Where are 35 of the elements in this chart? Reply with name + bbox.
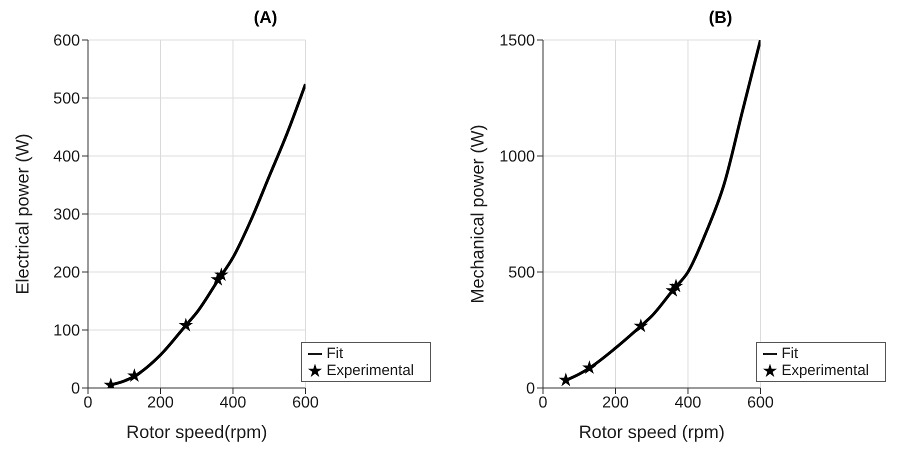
- x-tick-label: 600: [292, 394, 319, 412]
- y-tick-label: 500: [53, 90, 80, 108]
- y-tick-label: 1500: [499, 32, 536, 50]
- y-axis-title: Electrical power (W): [12, 133, 32, 295]
- point: [634, 318, 648, 332]
- y-tick-label: 300: [53, 206, 80, 224]
- point: [178, 318, 194, 332]
- x-tick-label: 200: [147, 394, 174, 412]
- x-axis-title: Rotor speed (rpm): [578, 422, 725, 442]
- chart-title: (B): [708, 8, 734, 28]
- legend-label: Experimental: [781, 362, 869, 379]
- point: [214, 267, 229, 282]
- chart-title: (A): [252, 8, 278, 28]
- y-tick-label: 600: [53, 32, 80, 50]
- legend-label: Experimental: [326, 362, 414, 379]
- legend-label: Fit: [326, 345, 344, 362]
- point: [668, 278, 684, 292]
- y-tick-label: 200: [53, 264, 80, 282]
- y-tick-label: 500: [508, 264, 536, 282]
- x-tick-label: 0: [538, 394, 548, 412]
- x-tick-label: 200: [602, 394, 629, 412]
- x-tick-label: 400: [220, 394, 246, 412]
- y-tick-label: 0: [71, 380, 80, 398]
- y-tick-label: 400: [53, 148, 80, 166]
- y-tick-label: 100: [53, 322, 80, 340]
- legend-label: Fit: [781, 345, 798, 362]
- point: [582, 360, 597, 374]
- x-tick-label: 600: [747, 394, 774, 412]
- y-tick-label: 1000: [499, 148, 536, 166]
- y-axis-title: Mechanical power (W): [467, 124, 488, 304]
- point: [127, 368, 142, 382]
- x-tick-label: 0: [84, 394, 93, 412]
- y-tick-label: 0: [526, 380, 536, 398]
- x-tick-label: 400: [674, 394, 702, 412]
- x-axis-title: Rotor speed(rpm): [126, 422, 268, 442]
